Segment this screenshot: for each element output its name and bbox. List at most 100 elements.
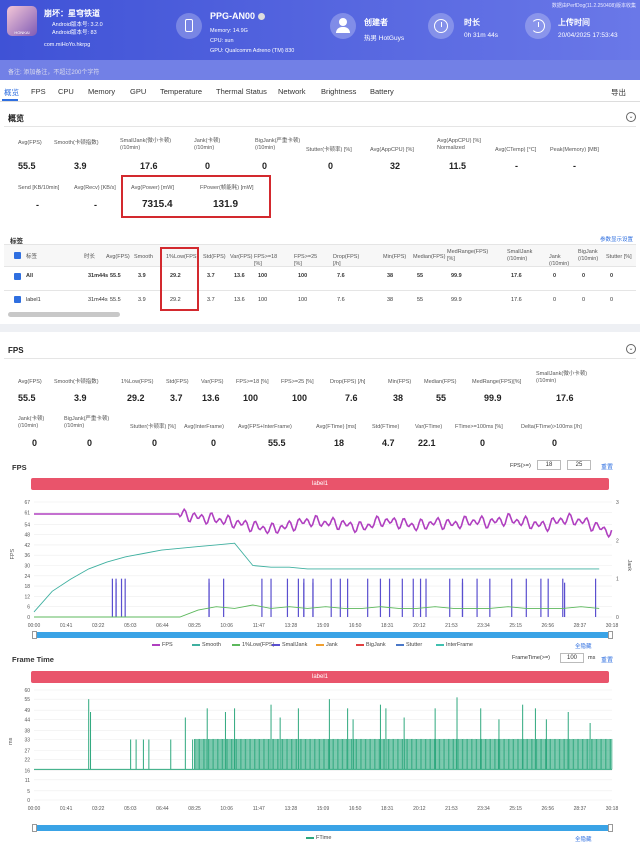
info-icon[interactable] <box>257 13 265 21</box>
upload-value: 20/04/2025 17:53:43 <box>558 32 618 39</box>
overview-stat2-value: 7315.4 <box>142 199 173 210</box>
tab-overview[interactable]: 概览 <box>4 88 19 97</box>
ftime-hide-all-link[interactable]: 全隐藏 <box>575 837 592 843</box>
legend-item[interactable]: FTime <box>306 835 331 841</box>
fps-reset-button[interactable]: 重置 <box>601 465 614 471</box>
fps-slider-right-handle[interactable] <box>608 631 613 639</box>
ftime-slider-left-handle[interactable] <box>32 824 37 832</box>
history-icon <box>525 13 551 39</box>
ftime-slider-right-handle[interactable] <box>608 824 613 832</box>
table-cell: 38 <box>387 297 394 303</box>
app-icon-label: HONKAI <box>14 30 30 35</box>
tab-fps[interactable]: FPS <box>31 87 46 96</box>
table-header-cell: SmallJank (/10min) <box>507 249 533 262</box>
ftime-x-tick: 13:28 <box>285 806 298 812</box>
fps-stat-value: 13.6 <box>202 393 220 403</box>
fps-y-tick: 6 <box>27 605 30 611</box>
fps-range-slider[interactable] <box>34 632 612 638</box>
overview-collapse-icon[interactable]: ⌄ <box>626 112 636 122</box>
ftime-x-tick: 10:06 <box>220 806 233 812</box>
game-name: 崩坏：星穹铁道 <box>44 9 100 18</box>
export-button[interactable]: 导出 <box>611 88 626 97</box>
fps-x-tick: 23:34 <box>477 623 490 629</box>
ftime-reset-button[interactable]: 重置 <box>601 658 614 664</box>
device-gpu: GPU: Qualcomm Adreno (TM) 830 <box>210 48 295 54</box>
fps-y-tick: 36 <box>24 553 30 559</box>
table-cell: 29.2 <box>170 273 181 279</box>
tab-thermal-status[interactable]: Thermal Status <box>216 87 267 96</box>
ftime-y-tick: 33 <box>24 738 30 744</box>
fps-label-pill[interactable]: label1 <box>31 478 609 490</box>
fps-y-tick: 54 <box>24 522 30 528</box>
fps-collapse-icon[interactable]: ⌄ <box>626 344 636 354</box>
ftime-label-pill[interactable]: label1 <box>31 671 609 683</box>
ftime-threshold-input[interactable]: 100 <box>560 653 584 663</box>
fps-x-tick: 28:37 <box>574 623 587 629</box>
ftime-y-tick: 60 <box>24 688 30 694</box>
overview-stat-label: Smooth(卡顿指数) <box>54 140 99 146</box>
table-cell: 100 <box>258 297 268 303</box>
legend-item[interactable]: Stutter <box>396 642 422 648</box>
tab-memory[interactable]: Memory <box>88 87 116 96</box>
fps-stat-value: 7.6 <box>345 393 358 403</box>
tab-gpu[interactable]: GPU <box>130 87 147 96</box>
fps-y-tick: 18 <box>24 584 30 590</box>
legend-item[interactable]: 1%Low(FPS) <box>232 642 274 648</box>
fps-hide-all-link[interactable]: 全隐藏 <box>575 644 592 650</box>
legend-item[interactable]: InterFrame <box>436 642 473 648</box>
table-row[interactable] <box>4 267 636 291</box>
fps-threshold-input-1[interactable]: 18 <box>537 460 561 470</box>
ftime-chart[interactable]: 0 5 11 16 22 27 33 38 44 49 55 60 00:00 01:41 03:22 05:… <box>0 684 640 824</box>
tab-brightness[interactable]: Brightness <box>321 87 357 96</box>
table-cell: 55.5 <box>110 297 121 303</box>
duration-value: 0h 31m 44s <box>464 32 498 39</box>
remark-bar[interactable]: 备注: 添加备注，不超过200个字符 <box>0 60 640 80</box>
fps-stat2-value: 0 <box>211 438 217 448</box>
table-cell: 0 <box>553 273 557 279</box>
fps-y-tick: 42 <box>24 543 30 549</box>
fps-threshold-input-2[interactable]: 25 <box>567 460 591 470</box>
overview-stat-value: 0 <box>328 161 334 171</box>
fps-stat2-value: 55.5 <box>268 438 286 448</box>
overview-stat2-label: Avg(Power) [mW] <box>131 185 174 191</box>
legend-marker <box>316 643 324 646</box>
ftime-x-tick: 30:18 <box>606 806 619 812</box>
fps-y2-tick: 1 <box>616 577 619 583</box>
legend-item[interactable]: Jank <box>316 642 338 648</box>
table-header-cell: 1%Low(FPS) <box>166 254 199 260</box>
fps-stat-label: FPS>=25 [%] <box>281 379 314 385</box>
legend-item[interactable]: BigJank <box>356 642 386 648</box>
table-horizontal-scrollbar[interactable] <box>8 312 120 317</box>
table-cell: 3.9 <box>138 273 146 279</box>
legend-item[interactable]: SmallJank <box>272 642 307 648</box>
tab-cpu[interactable]: CPU <box>58 87 74 96</box>
header-checkbox[interactable] <box>14 252 21 259</box>
android-version: Android版本号: 3.2.0 <box>52 22 103 28</box>
device-name-text: PPG-AN00 <box>210 11 256 21</box>
creator-value: 热男 HotGuys <box>364 35 405 42</box>
fps-stat-label: Std(FPS) <box>166 379 189 385</box>
legend-item[interactable]: FPS <box>152 642 173 648</box>
ftime-range-slider[interactable] <box>34 825 612 831</box>
overview-stat-label: Avg(AppCPU) [%] <box>370 147 414 153</box>
param-display-settings-link[interactable]: 参数显示设置 <box>600 237 634 243</box>
fps-stat-value: 99.9 <box>484 393 502 403</box>
fps-y-tick: 48 <box>24 533 30 539</box>
tab-network[interactable]: Network <box>278 87 306 96</box>
overview-stat-sublabel: (/10min) <box>255 145 276 151</box>
fps-slider-left-handle[interactable] <box>32 631 37 639</box>
row-all-checkbox[interactable] <box>14 273 21 280</box>
tab-temperature[interactable]: Temperature <box>160 87 203 96</box>
table-cell: 100 <box>258 273 268 279</box>
tab-battery[interactable]: Battery <box>370 87 394 96</box>
table-cell: 99.9 <box>451 273 462 279</box>
row-label1-checkbox[interactable] <box>14 296 21 303</box>
ftime-x-tick: 18:31 <box>381 806 394 812</box>
ftime-unit: ms <box>588 655 596 661</box>
fps-x-tick: 08:25 <box>188 623 201 629</box>
legend-item[interactable]: Smooth <box>192 642 221 648</box>
ftime-y-tick: 49 <box>24 708 30 714</box>
overview-stat-label: Avg(FPS) <box>18 140 42 146</box>
fps-stat2-label: Avg(FTime) [ms] <box>316 424 357 430</box>
